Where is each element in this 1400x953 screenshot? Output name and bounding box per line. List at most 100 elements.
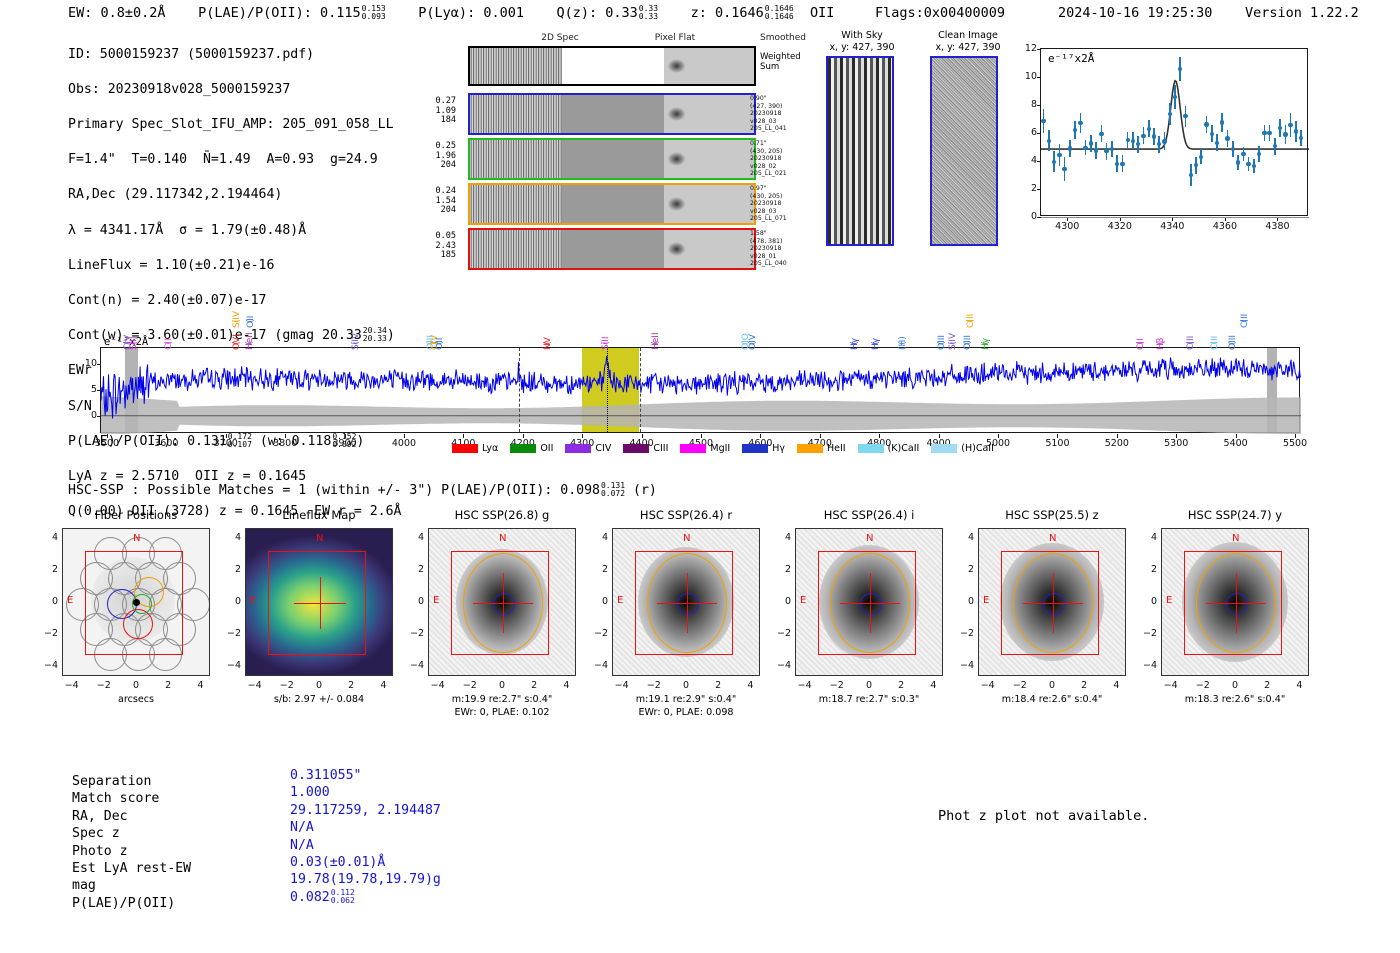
fiber-row xyxy=(468,138,756,180)
emission-line-label: NV xyxy=(543,337,554,350)
with-sky-header: With Sky x, y: 427, 390 xyxy=(829,30,895,53)
fiber-left-stats: 0.24 1.54 204 xyxy=(412,186,456,216)
spectrum-x-tickmark xyxy=(582,434,584,438)
emission-line-label: SiIV xyxy=(948,332,959,350)
center-cross-v xyxy=(687,573,689,633)
fit-y-tick: 10 xyxy=(1024,71,1037,82)
legend-item: CIII xyxy=(623,443,668,454)
fit-data-point xyxy=(1251,163,1256,169)
table-row-key: P(LAE)/P(OII) xyxy=(72,895,176,911)
spectrum-x-tickmark xyxy=(819,434,821,438)
spectrum-y-tickmark xyxy=(97,389,101,391)
aperture-rect xyxy=(268,551,366,655)
cutout-x-tick: −2 xyxy=(829,680,844,691)
spectrum-x-tickmark xyxy=(641,434,643,438)
info-id: ID: 5000159237 (5000159237.pdf) xyxy=(68,46,315,62)
north-indicator: N xyxy=(1049,533,1057,544)
fit-data-point xyxy=(1109,146,1115,152)
cutout-x-tick: 2 xyxy=(715,680,722,691)
spectrum-x-tick: 3800 xyxy=(273,438,298,449)
fit-data-point xyxy=(1230,146,1235,152)
fit-data-point xyxy=(1298,135,1304,141)
aperture-rect xyxy=(1001,551,1099,655)
spectrum-x-tick: 5300 xyxy=(1164,438,1189,449)
fit-data-point xyxy=(1120,161,1125,166)
spectrum-x-tickmark xyxy=(1116,434,1118,438)
aperture-rect xyxy=(635,551,733,655)
spectrum-x-tick: 4500 xyxy=(681,438,721,449)
legend-item: CIV xyxy=(565,443,611,454)
spectrum-masked-band xyxy=(1267,348,1278,432)
cutout-x-tick: 4 xyxy=(930,680,937,691)
header-plae: P(LAE)/P(OII): 0.115 xyxy=(198,5,361,22)
table-row-key: Est LyA rest-EW xyxy=(72,861,192,876)
cutout-x-tick: 0 xyxy=(132,680,140,691)
weighted-sum-label: Weighted Sum xyxy=(760,52,801,72)
spectrum-flux-annotation: e⁻¹⁷x2Å xyxy=(104,336,149,348)
spectrum-x-tickmark xyxy=(701,434,702,438)
table-row-key: Separation xyxy=(72,774,152,789)
fiber-smoothed xyxy=(664,140,754,178)
fiber-stat-value: 2.43 xyxy=(435,240,456,251)
fit-data-point xyxy=(1204,122,1209,127)
cutout-x-tick: 4 xyxy=(1113,680,1120,691)
fiber-meta-value: 1.58" xyxy=(750,230,767,237)
emission-line-label: SiII xyxy=(129,336,140,350)
cutout-x-tick: −2 xyxy=(1195,680,1210,691)
legend-label: CIII xyxy=(653,443,669,454)
weighted-sum-smoothed xyxy=(664,48,754,84)
line-fit-plot: 0 2 4 6 8 10 12 4300 4320 4340 4360 4380 xyxy=(1025,43,1309,232)
fiber-right-meta: 0.71" (430, 205) 20230918 v028_02 205_LL_021 xyxy=(750,140,810,178)
fit-data-point xyxy=(1130,138,1136,143)
info-cont-w: Cont(w) = 3.60(±0.01)e-17 (gmag 20.33 20.… xyxy=(68,326,395,344)
legend-swatch xyxy=(931,444,958,453)
spectrum-x-tick: 5100 xyxy=(1045,438,1070,449)
cutout-y-tick: 4 xyxy=(1150,531,1157,543)
fiber-pixelflat xyxy=(562,140,664,178)
emission-line-legend: Lyα OII CIV CIII MgII Hγ HeII (K)CaII (H)CaII xyxy=(452,443,994,454)
fiber-meta-value: v028_01 xyxy=(750,252,777,260)
fit-data-point xyxy=(1151,134,1157,139)
spectrum-x-tickmark xyxy=(106,434,108,438)
cutout-caption-secondary: EWr: 0, PLAE: 0.098 xyxy=(638,707,734,718)
cutout-x-tick: −2 xyxy=(279,680,294,691)
fiber-meta-value: 20230918 xyxy=(750,200,782,208)
fiber-meta-value: (430, 205) xyxy=(750,147,783,155)
east-indicator: E xyxy=(67,595,74,606)
cutout-y-tick: 2 xyxy=(417,563,424,575)
fiber-row xyxy=(468,93,756,135)
cutout-y-tick: 2 xyxy=(1150,563,1157,575)
fiber-smoothed xyxy=(664,230,754,268)
fit-data-point xyxy=(1099,131,1104,136)
cutout-y-tick: 2 xyxy=(234,563,241,575)
cutout-y-tick: −4 xyxy=(959,660,974,672)
fiber-circle xyxy=(149,537,183,571)
cutout-y-tick: −4 xyxy=(776,660,791,672)
emission-line-label: OII xyxy=(434,337,445,350)
fiber-stat-value: 0.27 xyxy=(435,96,456,106)
fiber-circle xyxy=(93,537,127,571)
cutout-y-tick: 4 xyxy=(234,531,241,543)
cutout-y-tick: −2 xyxy=(43,628,58,640)
fiber-meta-value: 0.71" xyxy=(750,140,767,147)
fiber-stat-value: 0.24 xyxy=(435,186,456,196)
fit-x-tick: 4300 xyxy=(1055,221,1080,232)
aperture-rect xyxy=(85,551,183,655)
table-row-value: 0.082 0.112 0.062 xyxy=(290,887,355,905)
spectrum-dashed-marker xyxy=(640,348,642,432)
spectrum-x-tick: 5500 xyxy=(1282,438,1308,449)
fit-x-tickmark xyxy=(1224,217,1226,221)
cutout-xlabel: arcsecs xyxy=(117,694,155,705)
spectrum-x-tickmark xyxy=(285,434,287,438)
cutout-y-tick: −2 xyxy=(226,628,241,640)
cutout-y-tick: −2 xyxy=(959,628,974,640)
emission-line-label: OVI xyxy=(232,334,242,350)
fiber-circle xyxy=(65,587,99,621)
